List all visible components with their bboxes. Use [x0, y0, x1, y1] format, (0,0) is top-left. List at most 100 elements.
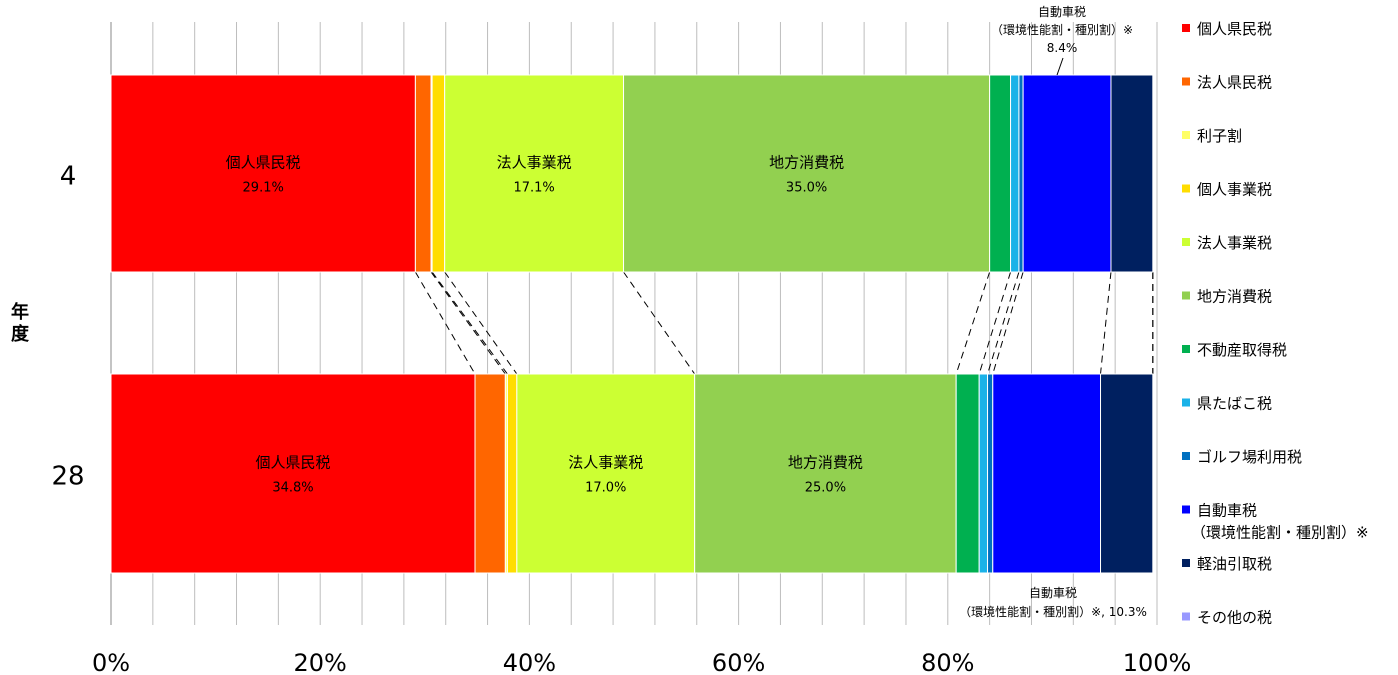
legend-item[interactable]: ゴルフ場利用税 — [1182, 448, 1302, 466]
series-connector — [992, 271, 1024, 375]
legend-swatch — [1182, 184, 1190, 193]
x-tick-label: 60% — [712, 649, 765, 675]
legend-swatch — [1182, 291, 1190, 300]
legend-item[interactable]: 自動車税 （環境性能割・種別割）※ — [1182, 502, 1369, 542]
legend-swatch — [1182, 24, 1190, 32]
legend-swatch — [1182, 505, 1190, 514]
y-axis-title: 年 — [11, 301, 29, 323]
bar-segment — [1110, 74, 1154, 273]
legend-label-line: （環境性能割・種別割）※ — [1191, 524, 1369, 542]
axes: 0% 20% 40% 60% 80% 100% 4 28 年度 — [11, 162, 1191, 675]
legend-swatch — [1182, 131, 1190, 139]
legend-label: 不動産取得税 — [1197, 341, 1287, 359]
bar-segment — [110, 373, 476, 574]
bar-segment — [516, 373, 696, 574]
bar-segment — [955, 373, 980, 574]
annotation-leader — [1056, 57, 1064, 76]
legend-item[interactable]: 個人県民税 — [1182, 20, 1272, 38]
y-axis-title: 度 — [11, 323, 30, 345]
series-connector — [623, 271, 696, 375]
bar-segment — [506, 373, 518, 574]
data-label-value: 25.0% — [805, 481, 846, 496]
legend-swatch — [1182, 612, 1190, 621]
legend-label: 自動車税 （環境性能割・種別割）※ — [1191, 502, 1369, 542]
bars — [110, 74, 1154, 574]
series-connector — [987, 271, 1020, 375]
data-label-value: 17.1% — [513, 181, 554, 196]
legend-item[interactable]: 法人事業税 — [1182, 234, 1272, 252]
series-connector — [955, 271, 991, 375]
series-connector — [1100, 271, 1112, 375]
x-tick-label: 20% — [294, 649, 347, 675]
data-label-name: 地方消費税 — [769, 154, 844, 172]
legend-label-line: 自動車税 — [1197, 502, 1257, 520]
annotation-text: 8.4% — [1047, 41, 1078, 55]
data-label-value: 34.8% — [272, 481, 313, 496]
legend-swatch — [1182, 345, 1190, 353]
series-connectors — [414, 271, 1154, 375]
legend-item[interactable]: 個人事業税 — [1182, 181, 1272, 199]
legend-item[interactable]: 地方消費税 — [1182, 288, 1272, 306]
bar-segment — [694, 373, 957, 574]
data-label-value: 17.0% — [585, 481, 626, 496]
series-connector — [431, 271, 508, 375]
data-label-name: 法人事業税 — [568, 454, 643, 472]
legend[interactable]: 個人県民税法人県民税利子割個人事業税法人事業税地方消費税不動産取得税県たばこ税ゴ… — [1182, 20, 1369, 627]
data-label-value: 35.0% — [786, 181, 827, 196]
annotation-text: （環境性能割・種別割）※, 10.3% — [959, 604, 1147, 619]
legend-item[interactable]: 法人県民税 — [1182, 74, 1272, 92]
legend-swatch — [1182, 77, 1190, 86]
legend-item[interactable]: 利子割 — [1182, 127, 1242, 145]
legend-label: 県たばこ税 — [1197, 395, 1272, 413]
legend-label: ゴルフ場利用税 — [1197, 448, 1302, 466]
legend-label: 軽油引取税 — [1197, 555, 1272, 573]
annotation-text: （環境性能割・種別割）※ — [991, 22, 1133, 37]
legend-item[interactable]: その他の税 — [1182, 609, 1272, 627]
y-category-label: 4 — [60, 162, 77, 192]
legend-swatch — [1182, 238, 1190, 246]
bar-segment — [1022, 74, 1112, 273]
legend-swatch — [1182, 452, 1190, 460]
y-category-label: 28 — [51, 462, 84, 492]
series-connector — [414, 271, 476, 375]
bar-segment — [474, 373, 506, 574]
data-label-name: 地方消費税 — [788, 454, 863, 472]
series-connector — [430, 271, 506, 375]
bar-segment — [414, 74, 432, 273]
bar-segment — [987, 373, 994, 574]
x-tick-label: 40% — [503, 649, 556, 675]
legend-label: 法人県民税 — [1197, 74, 1272, 92]
series-connector — [444, 271, 518, 375]
bar-segment — [992, 373, 1102, 574]
bar-segment — [1018, 74, 1024, 273]
bar-segment — [1010, 74, 1020, 273]
bar-segment — [110, 74, 416, 273]
bar-segment — [989, 74, 1012, 273]
data-label-name: 法人事業税 — [497, 154, 572, 172]
bar-segment — [431, 74, 446, 273]
annotation-text: 自動車税 — [1029, 586, 1077, 600]
data-label-name: 個人県民税 — [255, 454, 330, 472]
data-label-value: 29.1% — [243, 181, 284, 196]
legend-label: 個人県民税 — [1197, 20, 1272, 38]
legend-swatch — [1182, 559, 1190, 567]
series-connector — [978, 271, 1012, 375]
legend-label: 法人事業税 — [1197, 234, 1272, 252]
x-tick-label: 100% — [1123, 649, 1192, 675]
legend-swatch — [1182, 398, 1190, 407]
legend-item[interactable]: 県たばこ税 — [1182, 395, 1272, 413]
data-label-name: 個人県民税 — [226, 154, 301, 172]
x-tick-label: 80% — [921, 649, 974, 675]
bar-segment — [444, 74, 625, 273]
legend-item[interactable]: 軽油引取税 — [1182, 555, 1272, 573]
annotation-text: 自動車税 — [1038, 5, 1086, 19]
legend-label: 利子割 — [1197, 127, 1242, 145]
data-labels: 個人県民税 29.1% 法人事業税 17.1% 地方消費税 35.0% 個人県民税 34.8%… — [226, 5, 1147, 619]
legend-label: 地方消費税 — [1197, 288, 1272, 306]
legend-label: その他の税 — [1197, 609, 1272, 627]
bar-segment — [1100, 373, 1154, 574]
bar-segment — [978, 373, 989, 574]
legend-item[interactable]: 不動産取得税 — [1182, 341, 1287, 359]
bar-segment — [623, 74, 991, 273]
